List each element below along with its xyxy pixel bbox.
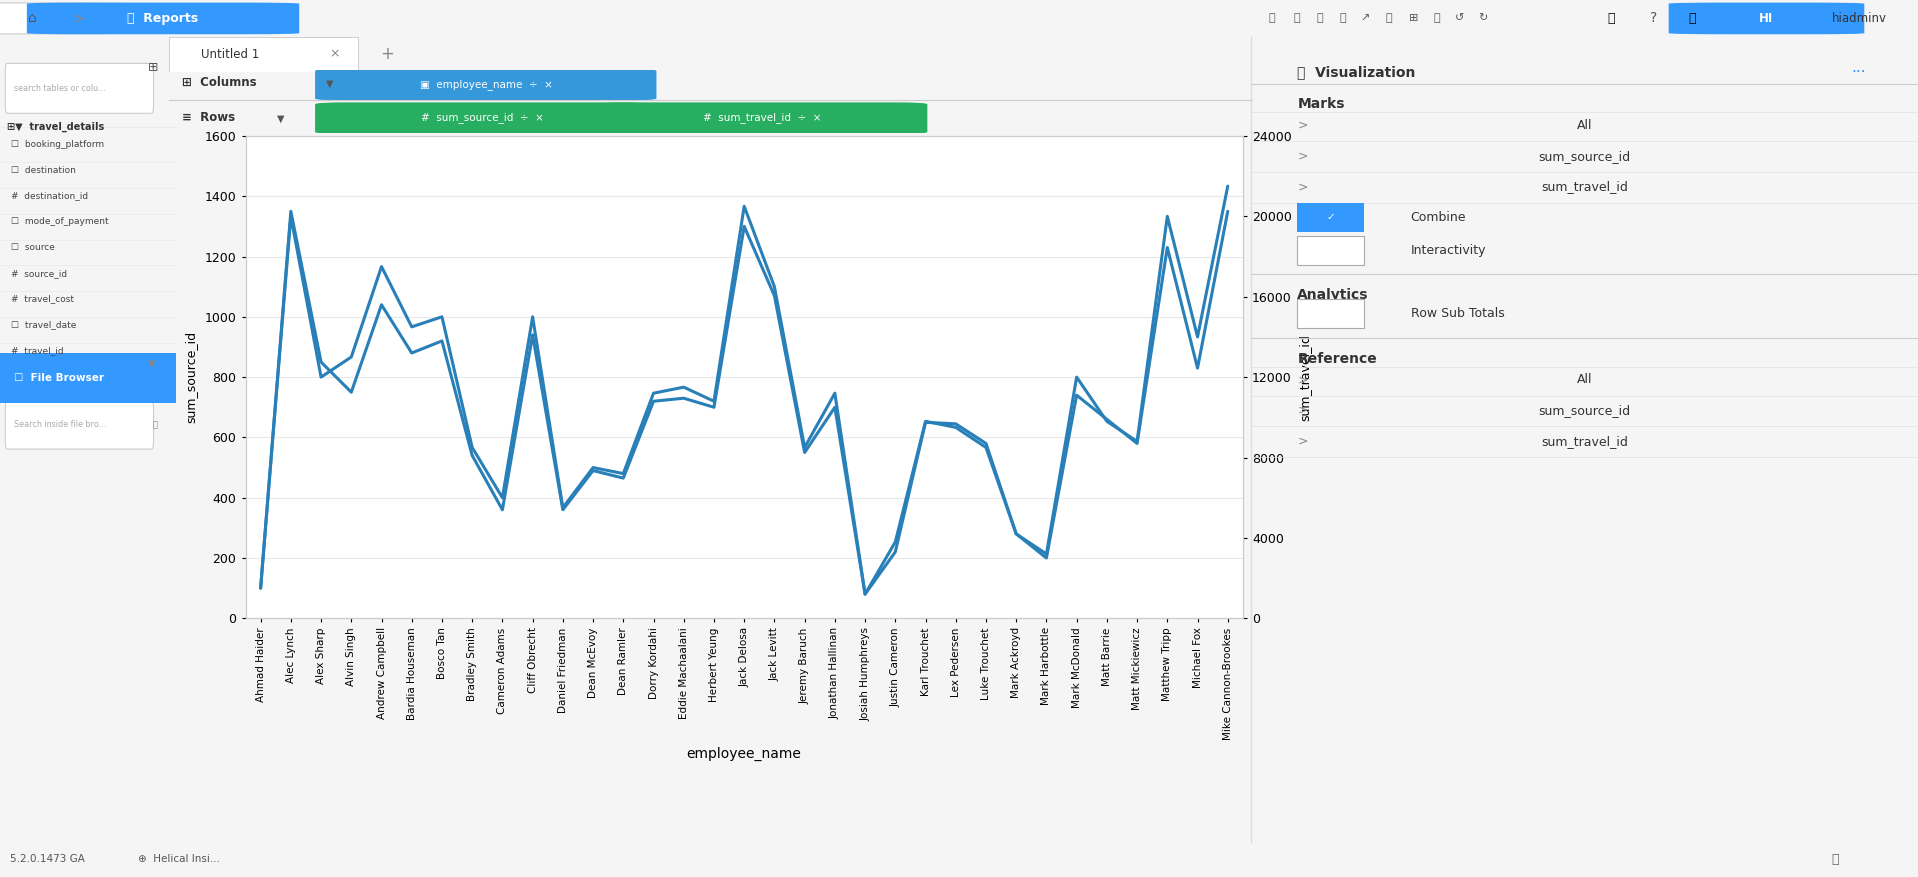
Text: hiadminv: hiadminv xyxy=(1832,12,1887,25)
Bar xyxy=(169,37,359,72)
Text: Row Sub Totals: Row Sub Totals xyxy=(1412,307,1504,320)
Text: ⌂: ⌂ xyxy=(29,11,36,25)
Text: ▼: ▼ xyxy=(276,114,284,124)
Text: ⊞▼  travel_details: ⊞▼ travel_details xyxy=(8,121,104,132)
Text: ≡  Rows: ≡ Rows xyxy=(182,111,234,124)
Text: ▣  employee_name  ÷  ×: ▣ employee_name ÷ × xyxy=(420,79,552,89)
Text: 📊  Reports: 📊 Reports xyxy=(127,12,199,25)
Text: sum_source_id: sum_source_id xyxy=(1538,404,1630,417)
Text: 5.2.0.1473 GA: 5.2.0.1473 GA xyxy=(10,854,84,865)
FancyBboxPatch shape xyxy=(0,3,136,34)
Text: ↺: ↺ xyxy=(1456,13,1463,24)
FancyBboxPatch shape xyxy=(27,3,299,34)
Text: sum_source_id: sum_source_id xyxy=(1538,150,1630,162)
Text: 📋: 📋 xyxy=(1293,13,1300,24)
Text: ☐  File Browser: ☐ File Browser xyxy=(13,374,104,383)
Text: Interactivity: Interactivity xyxy=(1412,245,1486,258)
Text: ☐  source: ☐ source xyxy=(12,243,54,252)
Text: ⊕  Helical Insi...: ⊕ Helical Insi... xyxy=(138,854,221,865)
Text: ▼: ▼ xyxy=(326,79,334,89)
Y-axis label: sum_source_id: sum_source_id xyxy=(184,331,198,424)
Text: 📊  Visualization: 📊 Visualization xyxy=(1297,65,1415,79)
Text: sum_travel_id: sum_travel_id xyxy=(1540,434,1628,447)
Text: #  source_id: # source_id xyxy=(12,268,67,278)
Bar xyxy=(1297,299,1364,328)
Text: #  sum_source_id  ÷  ×: # sum_source_id ÷ × xyxy=(420,112,543,124)
Text: 🖼: 🖼 xyxy=(1385,13,1392,24)
Text: ⛶: ⛶ xyxy=(1832,853,1839,866)
Text: HI: HI xyxy=(1759,12,1774,25)
FancyBboxPatch shape xyxy=(1669,3,1864,34)
X-axis label: employee_name: employee_name xyxy=(687,746,802,760)
Text: ☐  mode_of_payment: ☐ mode_of_payment xyxy=(12,217,107,226)
Text: #  sum_travel_id  ÷  ×: # sum_travel_id ÷ × xyxy=(704,112,823,124)
Text: ☐  destination: ☐ destination xyxy=(12,166,75,175)
Bar xyxy=(1297,237,1364,266)
Text: >: > xyxy=(1297,374,1308,387)
Text: ▼: ▼ xyxy=(148,359,155,369)
Text: >: > xyxy=(1297,434,1308,447)
Bar xyxy=(1297,203,1364,232)
Text: >: > xyxy=(1297,404,1308,417)
Text: >: > xyxy=(1297,180,1308,193)
Text: search tables or colu...: search tables or colu... xyxy=(13,84,105,93)
Text: Marks: Marks xyxy=(1297,97,1345,111)
Text: 🔍: 🔍 xyxy=(153,420,157,430)
Text: Search inside file bro...: Search inside file bro... xyxy=(13,420,105,430)
Text: Combine: Combine xyxy=(1412,210,1465,224)
Text: sum_travel_id: sum_travel_id xyxy=(1540,180,1628,193)
Text: ···: ··· xyxy=(1851,65,1866,80)
Text: >: > xyxy=(73,11,84,25)
Text: ⊞  Columns: ⊞ Columns xyxy=(182,76,257,89)
Text: ×: × xyxy=(330,48,339,61)
FancyBboxPatch shape xyxy=(6,401,153,449)
FancyBboxPatch shape xyxy=(596,103,926,134)
FancyBboxPatch shape xyxy=(315,69,656,101)
Text: 💡: 💡 xyxy=(1607,12,1615,25)
Text: ☐  travel_date: ☐ travel_date xyxy=(12,320,77,329)
Text: ↗: ↗ xyxy=(1362,13,1369,24)
Text: 📤: 📤 xyxy=(1316,13,1323,24)
Text: Untitled 1: Untitled 1 xyxy=(201,48,259,61)
Text: ↻: ↻ xyxy=(1479,13,1486,24)
Text: ⊞: ⊞ xyxy=(148,61,159,74)
Text: #  destination_id: # destination_id xyxy=(12,191,88,201)
Text: Analytics: Analytics xyxy=(1297,288,1369,302)
Y-axis label: sum_travel_id: sum_travel_id xyxy=(1298,333,1312,421)
Text: ?: ? xyxy=(1649,11,1657,25)
Text: +: + xyxy=(380,46,393,63)
Text: #  travel_cost: # travel_cost xyxy=(12,295,73,303)
FancyBboxPatch shape xyxy=(6,63,153,113)
Bar xyxy=(0,353,176,403)
Text: ⧉: ⧉ xyxy=(1433,13,1440,24)
FancyBboxPatch shape xyxy=(315,103,648,134)
Text: ☐  booking_platform: ☐ booking_platform xyxy=(12,140,104,149)
Text: All: All xyxy=(1577,374,1592,387)
Text: ✓: ✓ xyxy=(1325,212,1335,222)
Text: ⊞: ⊞ xyxy=(1410,13,1417,24)
Text: >: > xyxy=(1297,119,1308,132)
Text: Reference: Reference xyxy=(1297,353,1377,367)
Text: 🔔: 🔔 xyxy=(1688,12,1696,25)
Text: All: All xyxy=(1577,119,1592,132)
Text: >: > xyxy=(1297,150,1308,162)
Text: 📈: 📈 xyxy=(1268,13,1275,24)
Text: #  travel_id: # travel_id xyxy=(12,346,63,355)
Text: 🔄: 🔄 xyxy=(1339,13,1346,24)
